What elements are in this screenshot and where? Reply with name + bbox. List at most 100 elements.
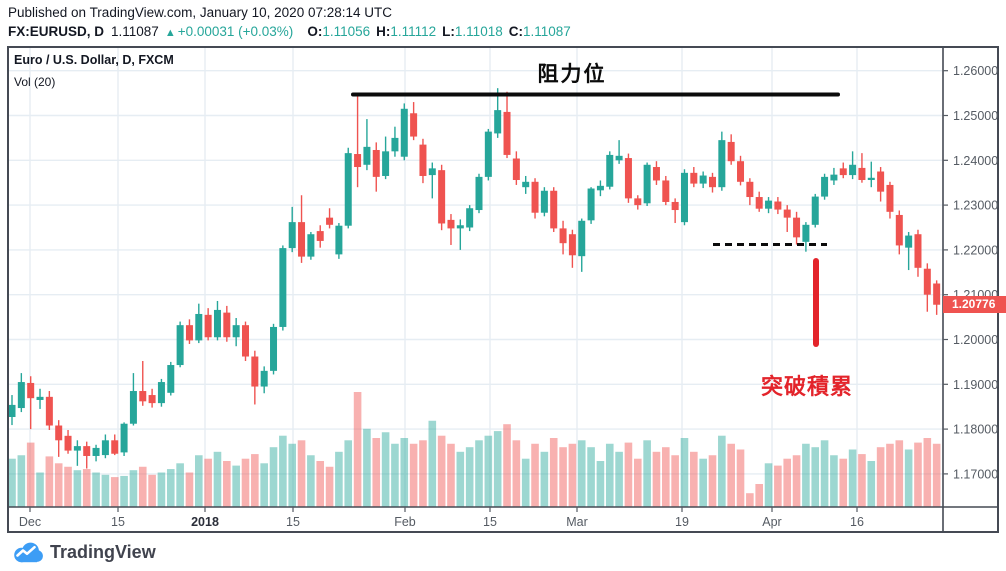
last-value: 1.11087 [111,24,159,39]
volume-bar [176,463,184,507]
volume-bar [540,451,549,507]
volume-bar [503,424,511,507]
price-tick-label: 1.24000 [953,154,998,168]
price-tick-label: 1.22000 [953,243,998,257]
candle-body [223,312,231,338]
volume-bar [232,465,240,507]
volume-bar [185,472,194,507]
volume-bar [223,461,231,507]
volume-bar [932,443,941,507]
volume-bar [400,438,409,507]
time-tick-label: 15 [483,515,497,529]
volume-bar [260,463,268,507]
volume-bar [54,463,63,507]
volume-bar [204,458,212,507]
volume-bar [699,458,707,507]
brand-name: TradingView [50,541,156,562]
volume-bar [363,428,371,507]
volume-bar [456,451,465,507]
candle-body [204,314,212,338]
time-tick-label: 15 [286,515,300,529]
volume-bar [764,463,773,507]
volume-bar [101,474,110,507]
candle-body [923,268,931,295]
candle-body [391,137,399,152]
candle-body [400,108,408,157]
candle-body [671,201,679,211]
volume-bar [895,440,904,507]
volume-bar [148,474,156,507]
candle-body [475,176,483,211]
volume-bar [409,443,418,507]
candle-body [298,222,306,257]
candle-body [793,217,801,238]
volume-bar [307,455,315,507]
candle-body [662,180,670,202]
candle-body [55,425,63,441]
time-tick-label: Apr [762,515,781,529]
frame-borders [7,46,999,533]
last-price-badge: 1.20776 [943,296,1006,313]
time-tick-label: 16 [850,515,864,529]
candle-body [737,161,745,182]
volume-bar [736,449,745,507]
candle-body [727,141,735,162]
volume-bar [708,455,717,507]
volume-bar [279,435,287,507]
candle-body [606,154,614,187]
volume-bar [251,454,259,507]
volume-bar [17,455,26,507]
volume-bar [45,456,54,507]
close-value: 1.11087 [522,24,571,39]
candle-body [895,214,903,246]
candle-body [522,181,530,188]
volume-bar [690,451,698,507]
candle-body [783,209,791,218]
time-tick-label: 15 [111,515,125,529]
candle-body [438,170,446,224]
candle-body [45,396,53,426]
volume-bar [288,443,296,507]
up-arrow-icon: ▲ [164,27,176,39]
volume-bar [802,443,810,507]
candle-body [92,447,100,456]
volume-bar [746,493,754,507]
volume-bar [858,454,866,507]
candle-body [905,235,913,248]
volume-bar [848,449,857,507]
time-tick-label: Dec [19,515,41,529]
price-tick-label: 1.19000 [953,378,998,392]
candle-body [615,155,623,161]
candle-body [746,181,754,198]
volume-bar [521,458,530,507]
candle-body [484,131,492,177]
candle-body [382,151,390,176]
candle-body [867,177,875,181]
candle-body [195,313,203,341]
volume-bar [662,447,670,507]
price-tick-label: 1.18000 [953,423,998,437]
volume-bar [157,472,166,507]
candle-body [8,404,16,418]
volume-bar [671,455,679,507]
volume-bar [904,449,913,507]
candle-body [27,382,35,399]
candle-body [17,382,25,409]
high-value: 1.11112 [390,24,437,39]
volume-bar [213,451,222,507]
volume-bar [830,455,838,507]
volume-legend: Vol (20) [14,74,56,89]
candle-body [335,225,343,255]
candle-body [540,190,548,213]
open-value: 1.11056 [322,24,371,39]
candle-body [213,309,221,338]
low-value: 1.11018 [454,24,503,39]
volume-bar [269,447,278,507]
volume-bar [26,442,35,507]
volume-bar [344,440,353,507]
price-tick-label: 1.23000 [953,199,998,213]
volume-bar [559,447,567,507]
candle-body [718,140,726,188]
volume-bar [120,475,128,507]
